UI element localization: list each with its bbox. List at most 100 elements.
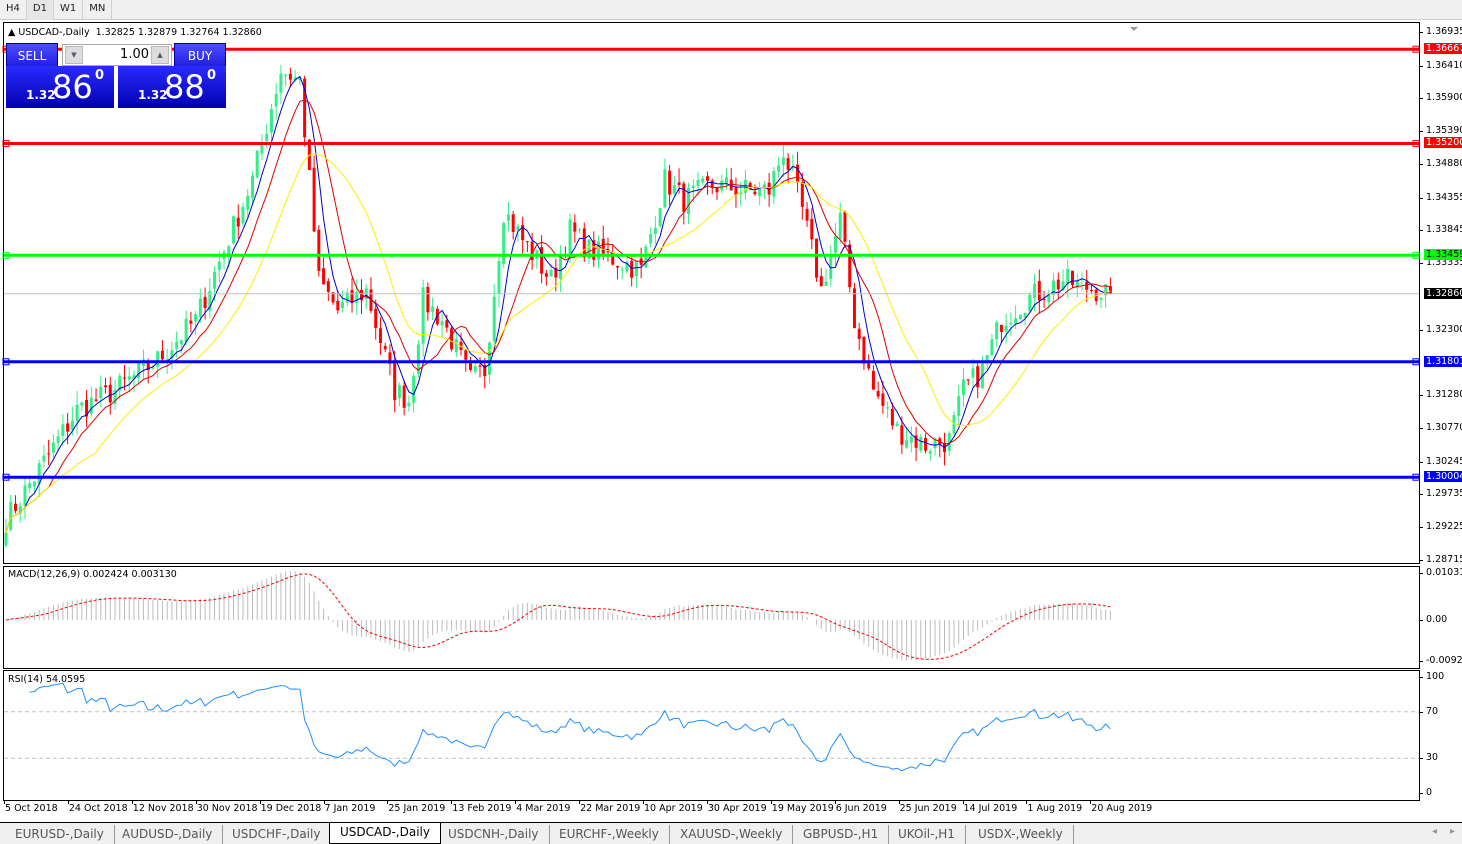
timeframe-mn[interactable]: MN bbox=[83, 0, 113, 20]
macd-tick bbox=[1419, 661, 1423, 662]
lot-increase-button[interactable]: ▲ bbox=[151, 46, 169, 64]
chart-tab[interactable]: USDCAD-,Daily bbox=[329, 823, 441, 844]
lot-size-input[interactable]: ▼ 1.00 ▲ bbox=[62, 44, 172, 66]
time-axis-label: 19 Dec 2018 bbox=[260, 803, 322, 814]
candle-body bbox=[1071, 270, 1074, 285]
time-tick bbox=[195, 800, 197, 804]
sell-price[interactable]: 1.32 86 0 bbox=[6, 66, 114, 108]
macd-pane[interactable] bbox=[3, 566, 1420, 669]
candle-body bbox=[440, 321, 444, 326]
price-tick bbox=[1419, 98, 1423, 100]
candle-body bbox=[345, 292, 349, 303]
price-axis-label: 1.30770 bbox=[1426, 422, 1462, 433]
candle-body bbox=[279, 73, 283, 93]
chart-tab[interactable]: EURCHF-,Weekly bbox=[549, 825, 670, 844]
candle-body bbox=[928, 451, 932, 454]
candle-body bbox=[900, 425, 904, 445]
price-chart-pane[interactable] bbox=[3, 22, 1420, 564]
chart-shift-marker bbox=[1130, 27, 1138, 31]
candle-body bbox=[213, 271, 217, 289]
buy-price-fraction: 0 bbox=[207, 68, 217, 83]
lot-value[interactable]: 1.00 bbox=[120, 47, 149, 62]
candle-body bbox=[227, 246, 231, 255]
rsi-tick bbox=[1419, 793, 1423, 794]
buy-button[interactable]: BUY bbox=[174, 43, 226, 67]
candle-body bbox=[393, 362, 397, 401]
chart-tab[interactable]: UKOil-,H1 bbox=[888, 825, 966, 844]
price-axis-label: 1.31280 bbox=[1426, 389, 1462, 401]
level-price-label: 1.31801 bbox=[1424, 355, 1462, 367]
price-tick bbox=[1419, 164, 1423, 165]
chart-tab[interactable]: GBPUSD-,H1 bbox=[793, 825, 890, 844]
chart-tab[interactable]: USDCHF-,Daily bbox=[222, 825, 332, 844]
candle-body bbox=[634, 261, 638, 276]
candle-body bbox=[952, 415, 956, 434]
candle-body bbox=[791, 167, 795, 169]
candle-body bbox=[317, 229, 321, 271]
price-tick bbox=[1419, 131, 1423, 133]
time-axis-label: 10 Apr 2019 bbox=[644, 803, 703, 814]
candle-body bbox=[554, 267, 558, 278]
buy-price-prefix: 1.32 bbox=[138, 88, 168, 102]
candle-body bbox=[23, 485, 27, 506]
price-axis-label: 1.34880 bbox=[1426, 158, 1462, 169]
time-tick bbox=[387, 800, 389, 804]
chart-tab[interactable]: USDX-,Weekly bbox=[968, 825, 1074, 844]
candle-body bbox=[426, 286, 430, 313]
candle-body bbox=[957, 396, 961, 416]
price-axis-label: 1.33335 bbox=[1426, 257, 1462, 269]
chart-tab[interactable]: AUDUSD-,Daily bbox=[112, 825, 224, 844]
candle-body bbox=[341, 302, 345, 309]
candle-body bbox=[151, 367, 155, 369]
candle-body bbox=[250, 175, 254, 199]
timeframe-d1[interactable]: D1 bbox=[26, 0, 54, 20]
candle-body bbox=[511, 214, 515, 232]
candle-body bbox=[56, 436, 60, 444]
candle-body bbox=[127, 376, 131, 380]
candle-body bbox=[137, 362, 141, 378]
price-tick bbox=[1419, 461, 1423, 463]
chart-tab[interactable]: XAUUSD-,Weekly bbox=[670, 825, 794, 844]
candle-body bbox=[758, 187, 762, 196]
lot-decrease-button[interactable]: ▼ bbox=[65, 46, 83, 64]
timeframe-w1[interactable]: W1 bbox=[54, 0, 84, 20]
candle-body bbox=[70, 420, 74, 430]
candle-body bbox=[326, 281, 330, 292]
candle-body bbox=[298, 77, 302, 80]
candle-body bbox=[739, 191, 743, 195]
timeframe-h4[interactable]: H4 bbox=[0, 0, 27, 20]
rsi-pane[interactable] bbox=[3, 670, 1420, 801]
candle-body bbox=[691, 185, 695, 189]
candle-body bbox=[710, 180, 714, 188]
candle-body bbox=[469, 361, 473, 370]
ohlc-values: 1.32825 1.32879 1.32764 1.32860 bbox=[95, 27, 262, 38]
level-handle bbox=[1412, 473, 1420, 481]
candle-body bbox=[435, 308, 439, 325]
sell-price-pips: 86 bbox=[52, 68, 93, 106]
time-tick bbox=[643, 800, 644, 804]
candle-body bbox=[459, 341, 463, 351]
rsi-axis-label: 30 bbox=[1426, 752, 1439, 764]
candle-body bbox=[824, 281, 828, 286]
candle-body bbox=[175, 341, 179, 349]
candle-body bbox=[397, 385, 401, 399]
candle-body bbox=[1089, 290, 1093, 292]
chart-tab[interactable]: USDCNH-,Daily bbox=[438, 825, 550, 844]
price-tick bbox=[1419, 428, 1423, 429]
candle-body bbox=[160, 350, 164, 360]
sell-button[interactable]: SELL bbox=[6, 43, 58, 67]
tab-scroll-right-icon[interactable]: ▸ bbox=[1450, 826, 1456, 837]
candle-body bbox=[269, 109, 273, 133]
candle-body bbox=[217, 261, 221, 270]
rsi-tick bbox=[1419, 677, 1423, 678]
candle-body bbox=[521, 225, 525, 241]
time-axis-label: 4 Mar 2019 bbox=[516, 803, 571, 814]
macd-axis-label: 0.00 bbox=[1426, 614, 1448, 625]
chart-tab[interactable]: EURUSD-,Daily bbox=[5, 825, 115, 844]
candle-body bbox=[810, 218, 814, 240]
candle-body bbox=[1018, 314, 1022, 320]
buy-price[interactable]: 1.32 88 0 bbox=[118, 66, 226, 108]
candle-body bbox=[445, 320, 449, 328]
candle-body bbox=[383, 346, 387, 350]
tab-scroll-left-icon[interactable]: ◂ bbox=[1432, 826, 1438, 837]
